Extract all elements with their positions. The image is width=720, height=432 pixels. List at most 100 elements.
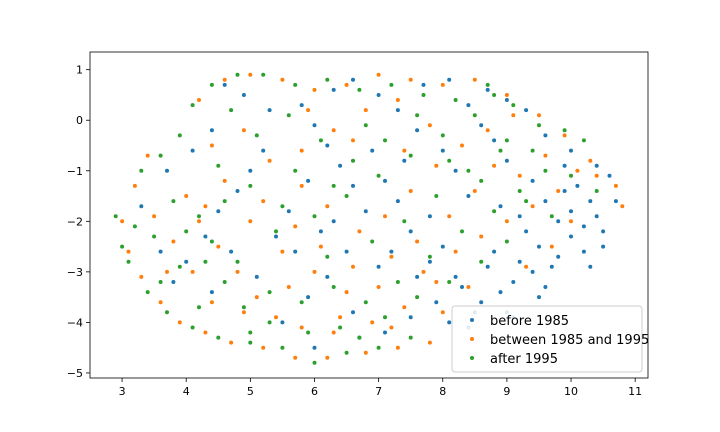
data-point (235, 189, 240, 193)
data-point (325, 254, 330, 259)
series-2 (113, 72, 599, 365)
data-point (222, 178, 227, 183)
data-point (158, 280, 163, 284)
data-point (254, 295, 259, 300)
data-point (318, 244, 323, 249)
data-point (197, 98, 201, 102)
data-point (472, 77, 477, 82)
data-point (389, 325, 394, 330)
data-point (190, 269, 195, 274)
data-point (261, 199, 266, 204)
data-point (293, 355, 298, 360)
data-point (209, 128, 214, 133)
data-point (395, 108, 400, 113)
data-point (209, 239, 214, 244)
data-point (569, 234, 573, 239)
data-point (325, 274, 330, 279)
data-point (171, 199, 176, 204)
data-point (434, 280, 439, 284)
data-point (299, 300, 304, 305)
data-point (620, 204, 625, 209)
data-point (113, 214, 118, 219)
data-point (549, 264, 554, 269)
data-point (460, 285, 464, 289)
data-point (325, 355, 330, 360)
data-point (408, 315, 413, 320)
data-point (402, 148, 407, 153)
data-point (440, 244, 445, 249)
data-point (485, 264, 490, 269)
data-point (209, 300, 214, 305)
data-point (132, 224, 137, 229)
data-point (241, 305, 246, 310)
data-point (241, 128, 246, 133)
data-point (120, 219, 125, 224)
data-point (241, 310, 246, 315)
data-point (415, 113, 420, 118)
data-point (562, 133, 567, 138)
data-point (248, 183, 253, 188)
data-point (267, 158, 272, 163)
data-point (453, 274, 458, 279)
data-point (286, 113, 291, 118)
data-point (222, 82, 227, 87)
data-point (549, 244, 554, 249)
data-point (306, 178, 311, 183)
x-tick-label: 3 (119, 385, 126, 398)
data-point (248, 330, 253, 335)
data-point (299, 325, 304, 330)
data-point (466, 285, 471, 289)
data-point (383, 315, 387, 320)
data-point (325, 204, 330, 209)
data-point (562, 189, 567, 193)
points-layer (113, 72, 625, 365)
data-point (498, 204, 503, 209)
data-point (312, 123, 317, 128)
data-point (569, 148, 573, 153)
data-point (209, 290, 214, 295)
data-point (267, 290, 272, 295)
data-point (152, 234, 157, 239)
data-point (229, 249, 234, 254)
data-point (447, 77, 452, 82)
data-point (524, 108, 529, 113)
data-point (498, 148, 503, 153)
data-point (434, 163, 439, 168)
data-point (427, 214, 432, 219)
data-point (229, 340, 234, 345)
data-point (299, 103, 304, 108)
data-point (498, 290, 503, 295)
data-point (594, 163, 599, 168)
data-point (209, 82, 214, 87)
data-point (351, 183, 355, 188)
data-point (165, 310, 169, 315)
data-point (216, 335, 221, 340)
data-point (543, 168, 548, 173)
data-point (325, 77, 330, 82)
data-point (485, 128, 490, 133)
data-point (556, 254, 561, 259)
data-point (472, 189, 477, 193)
data-point (376, 173, 381, 178)
data-point (132, 183, 137, 188)
data-point (581, 138, 586, 143)
data-point (331, 183, 336, 188)
data-point (479, 300, 484, 305)
data-point (344, 290, 349, 295)
data-point (504, 93, 509, 97)
data-point (472, 113, 477, 118)
data-point (460, 143, 464, 148)
data-point (222, 280, 227, 284)
data-point (389, 249, 394, 254)
data-point (248, 340, 253, 345)
series-1 (120, 72, 625, 360)
data-point (351, 310, 355, 315)
data-point (299, 148, 304, 153)
data-point (594, 189, 599, 193)
data-point (190, 325, 195, 330)
data-point (537, 295, 541, 300)
data-point (408, 189, 413, 193)
data-point (222, 199, 227, 204)
data-point (209, 143, 214, 148)
